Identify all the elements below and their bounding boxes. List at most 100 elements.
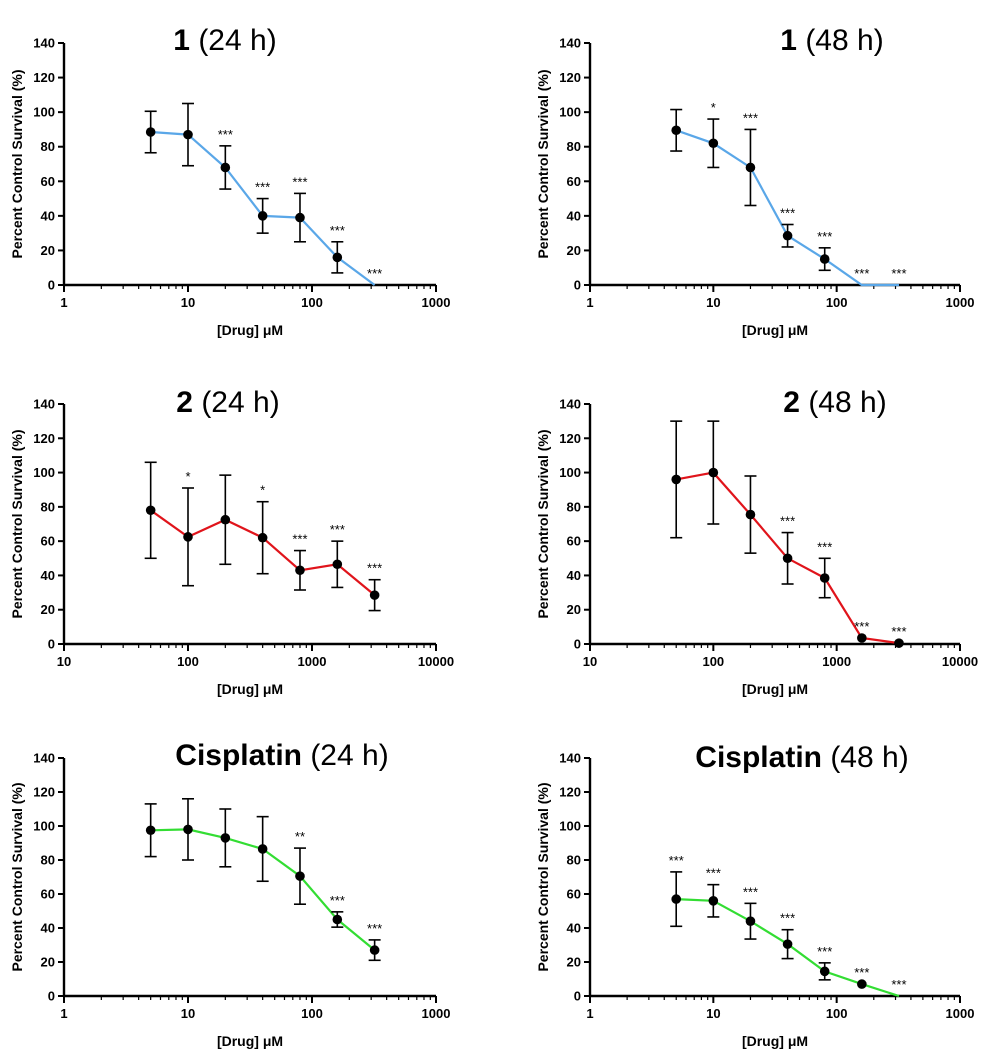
chart-title-time: (48 h) xyxy=(797,24,884,57)
significance-marker: *** xyxy=(854,965,869,980)
y-tick-label: 80 xyxy=(41,499,55,514)
x-tick-label: 1000 xyxy=(298,654,327,669)
y-tick-label: 20 xyxy=(567,243,581,258)
significance-marker: *** xyxy=(817,944,832,959)
y-tick-label: 40 xyxy=(41,921,55,936)
y-axis-title: Percent Control Survival (%) xyxy=(535,782,551,971)
significance-marker: *** xyxy=(292,532,307,547)
data-point xyxy=(782,230,793,241)
y-tick-label: 100 xyxy=(559,819,581,834)
y-tick-label: 100 xyxy=(559,465,581,480)
data-point xyxy=(782,553,793,564)
data-point xyxy=(183,532,193,542)
data-point xyxy=(145,127,156,137)
chart-title-time: (48 h) xyxy=(822,741,909,774)
significance-marker: *** xyxy=(743,110,758,125)
y-tick-label: 80 xyxy=(41,139,55,154)
x-tick-label: 10 xyxy=(706,1006,720,1021)
y-tick-label: 0 xyxy=(574,637,581,652)
x-axis-title: [Drug] μM xyxy=(742,681,808,697)
y-tick-label: 60 xyxy=(41,887,55,902)
data-point xyxy=(183,824,193,835)
data-point xyxy=(745,509,756,520)
chart-title-compound: 1 xyxy=(173,24,190,57)
x-axis-title: [Drug] μM xyxy=(217,681,283,697)
x-tick-label: 1 xyxy=(60,1006,67,1021)
chart-title-compound: Cisplatin xyxy=(175,739,302,772)
data-point xyxy=(819,966,830,977)
y-tick-label: 100 xyxy=(33,465,55,480)
data-point xyxy=(708,896,719,906)
data-point xyxy=(145,825,156,836)
y-tick-label: 100 xyxy=(559,105,581,120)
data-point xyxy=(369,945,380,955)
y-tick-label: 140 xyxy=(33,36,55,51)
y-tick-label: 0 xyxy=(48,989,55,1004)
y-tick-label: 0 xyxy=(574,989,581,1004)
x-tick-label: 1 xyxy=(60,295,67,310)
x-tick-label: 1000 xyxy=(946,295,975,310)
data-point xyxy=(183,129,193,140)
y-tick-label: 140 xyxy=(33,751,55,766)
y-tick-label: 100 xyxy=(33,819,55,834)
data-point xyxy=(745,916,756,926)
x-tick-label: 10 xyxy=(57,654,71,669)
y-tick-label: 60 xyxy=(567,174,581,189)
significance-marker: *** xyxy=(330,522,345,537)
x-tick-label: 100 xyxy=(702,654,724,669)
y-tick-label: 120 xyxy=(559,785,581,800)
x-tick-label: 100 xyxy=(301,1006,323,1021)
x-tick-label: 10000 xyxy=(418,654,454,669)
data-point xyxy=(745,162,756,173)
y-tick-label: 20 xyxy=(41,602,55,617)
y-tick-label: 140 xyxy=(559,397,581,412)
significance-marker: *** xyxy=(854,619,869,634)
significance-marker: *** xyxy=(891,977,906,992)
chart-title-compound: 1 xyxy=(780,24,797,57)
data-point xyxy=(332,559,343,570)
x-axis-title: [Drug] μM xyxy=(217,1033,283,1049)
x-tick-label: 1 xyxy=(586,295,593,310)
chart-title-compound: 2 xyxy=(783,386,800,419)
x-tick-label: 1000 xyxy=(422,1006,451,1021)
y-tick-label: 40 xyxy=(567,208,581,223)
x-tick-label: 10 xyxy=(181,295,195,310)
chart-c2: 1 (48 h) 0 20 40 60 80 100 120 140 1 10 100 1000 [Dru… xyxy=(535,24,974,338)
data-point xyxy=(819,254,830,264)
y-tick-label: 0 xyxy=(574,278,581,293)
significance-marker: *** xyxy=(292,174,307,189)
x-tick-label: 100 xyxy=(826,1006,848,1021)
y-tick-label: 120 xyxy=(559,70,581,85)
significance-marker: *** xyxy=(367,921,382,936)
data-point xyxy=(782,939,793,949)
significance-marker: *** xyxy=(330,893,345,908)
y-tick-label: 140 xyxy=(33,397,55,412)
chart-title-time: (24 h) xyxy=(193,386,280,419)
y-axis-title: Percent Control Survival (%) xyxy=(535,429,551,618)
data-point xyxy=(295,565,305,576)
chart-c6: Cisplatin (48 h) 0 20 40 60 80 100 120 140 1 10 100… xyxy=(535,741,974,1049)
y-tick-label: 140 xyxy=(559,751,581,766)
y-tick-label: 40 xyxy=(567,921,581,936)
chart-c1: 1 (24 h) 0 20 40 60 80 100 120 140 1 10 100 1000 [Dru… xyxy=(9,24,450,338)
y-tick-label: 60 xyxy=(41,534,55,549)
data-point xyxy=(708,138,719,149)
significance-marker: *** xyxy=(780,514,795,529)
data-point xyxy=(708,467,719,478)
chart-title: 2 (24 h) xyxy=(176,386,279,419)
x-axis-title: [Drug] μM xyxy=(742,322,808,338)
significance-marker: *** xyxy=(255,180,270,195)
significance-marker: *** xyxy=(669,853,684,868)
significance-marker: * xyxy=(185,469,190,484)
x-tick-label: 100 xyxy=(301,295,323,310)
y-tick-label: 60 xyxy=(41,174,55,189)
y-tick-label: 40 xyxy=(567,568,581,583)
x-tick-label: 1000 xyxy=(822,654,851,669)
significance-marker: *** xyxy=(817,539,832,554)
data-point xyxy=(257,532,268,543)
chart-title: 1 (24 h) xyxy=(173,24,276,57)
significance-marker: *** xyxy=(706,866,721,881)
chart-title-time: (24 h) xyxy=(190,24,277,57)
data-point xyxy=(295,871,305,881)
